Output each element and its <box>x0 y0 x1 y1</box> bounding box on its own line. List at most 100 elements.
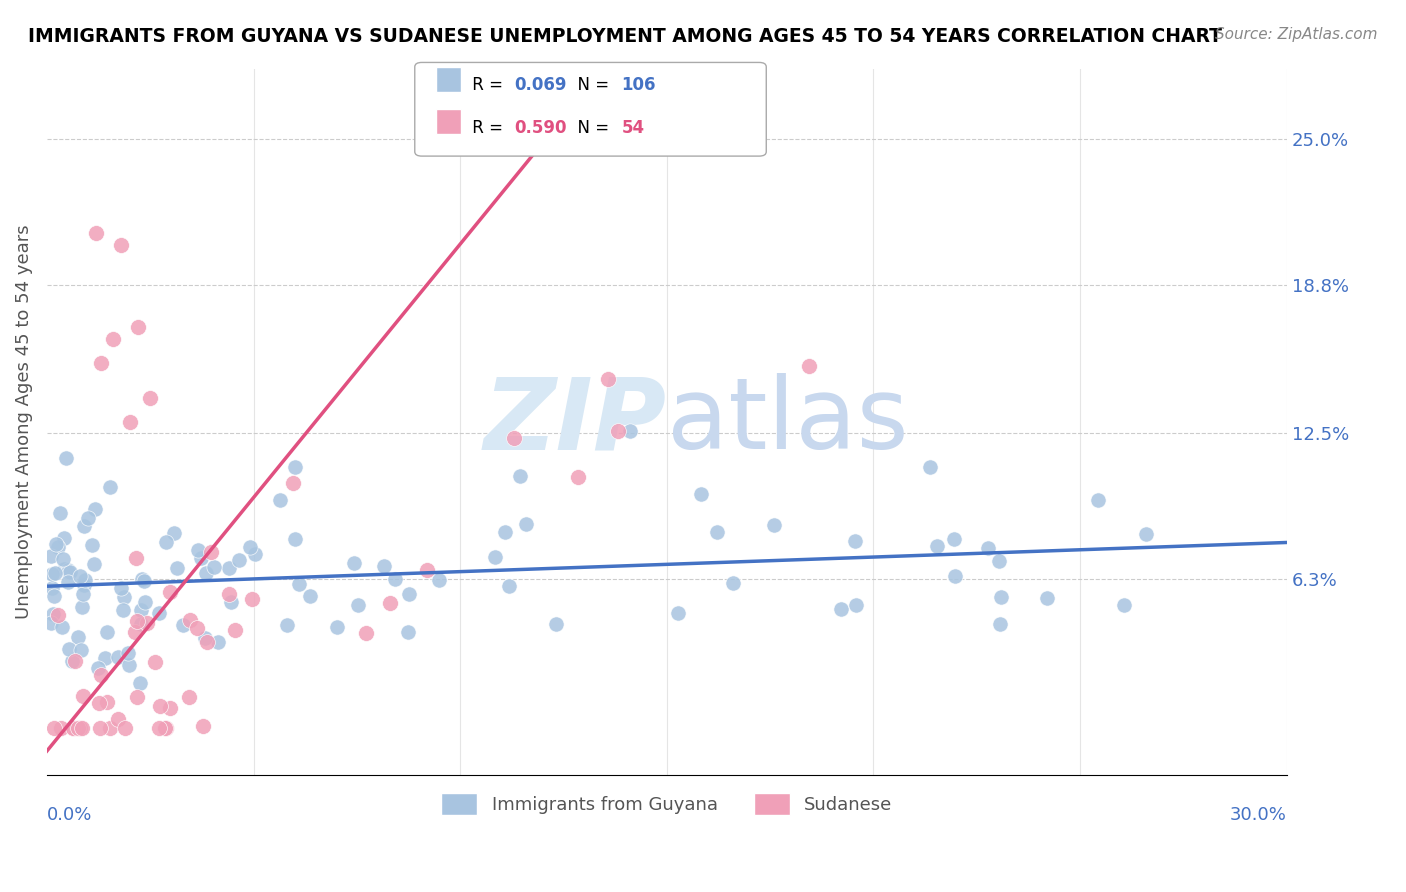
Point <box>44 566 66 581</box>
Point <box>66 630 89 644</box>
Point <box>706 525 728 540</box>
Point <box>325 619 347 633</box>
Point <box>143 655 166 669</box>
Point <box>76 510 98 524</box>
Point <box>125 550 148 565</box>
Point <box>155 721 177 735</box>
Point <box>46 607 69 622</box>
Point <box>139 391 162 405</box>
Point <box>384 572 406 586</box>
Point <box>172 617 194 632</box>
Point <box>111 603 134 617</box>
Point <box>799 359 821 373</box>
Point <box>179 613 201 627</box>
Point <box>207 635 229 649</box>
Point <box>988 554 1011 568</box>
Point <box>53 562 76 576</box>
Point <box>690 487 713 501</box>
Point <box>153 721 176 735</box>
Point <box>107 712 129 726</box>
Point <box>1036 591 1059 605</box>
Point <box>396 625 419 640</box>
Point <box>87 696 110 710</box>
Point <box>72 600 94 615</box>
Point <box>59 566 82 580</box>
Point <box>69 569 91 583</box>
Point <box>218 561 240 575</box>
Point <box>498 579 520 593</box>
Point <box>1135 526 1157 541</box>
Text: atlas: atlas <box>666 373 908 470</box>
Point <box>194 631 217 645</box>
Point <box>619 424 641 438</box>
Point <box>276 617 298 632</box>
Point <box>186 621 208 635</box>
Point <box>72 587 94 601</box>
Point <box>117 657 139 672</box>
Text: R =: R = <box>467 76 508 94</box>
Point <box>75 573 97 587</box>
Point <box>200 544 222 558</box>
Point <box>190 550 212 565</box>
Point <box>159 585 181 599</box>
Point <box>55 451 77 466</box>
Point <box>148 606 170 620</box>
Point <box>347 599 370 613</box>
Point <box>988 616 1011 631</box>
Point <box>544 616 567 631</box>
Point <box>58 642 80 657</box>
Point <box>977 541 1000 555</box>
Point <box>45 537 67 551</box>
Text: IMMIGRANTS FROM GUYANA VS SUDANESE UNEMPLOYMENT AMONG AGES 45 TO 54 YEARS CORREL: IMMIGRANTS FROM GUYANA VS SUDANESE UNEMP… <box>28 27 1222 45</box>
Point <box>127 320 149 334</box>
Point <box>51 620 73 634</box>
Point <box>44 721 66 735</box>
Point <box>666 606 689 620</box>
Point <box>990 591 1012 605</box>
Point <box>509 469 531 483</box>
Text: R =: R = <box>467 119 508 136</box>
Point <box>288 577 311 591</box>
Point <box>148 721 170 735</box>
Point <box>191 718 214 732</box>
Point <box>283 476 305 491</box>
Point <box>920 460 942 475</box>
Point <box>86 227 108 241</box>
Point <box>943 569 966 583</box>
Point <box>284 459 307 474</box>
Point <box>66 721 89 735</box>
Point <box>606 425 628 439</box>
Point <box>70 721 93 735</box>
Point <box>131 572 153 586</box>
Point <box>163 525 186 540</box>
Point <box>155 535 177 549</box>
Text: 30.0%: 30.0% <box>1230 806 1286 824</box>
Point <box>49 507 72 521</box>
Point <box>96 696 118 710</box>
Point <box>177 690 200 704</box>
Point <box>117 646 139 660</box>
Text: 106: 106 <box>621 76 657 94</box>
Point <box>94 651 117 665</box>
Point <box>845 598 868 612</box>
Point <box>299 590 322 604</box>
Point <box>218 587 240 601</box>
Text: N =: N = <box>567 76 614 94</box>
Point <box>72 689 94 703</box>
Point <box>721 575 744 590</box>
Point <box>89 721 111 735</box>
Point <box>42 589 65 603</box>
Point <box>484 549 506 564</box>
Point <box>60 655 83 669</box>
Point <box>39 615 62 630</box>
Point <box>378 596 401 610</box>
Point <box>69 721 91 735</box>
Point <box>73 519 96 533</box>
Point <box>187 543 209 558</box>
Point <box>927 539 949 553</box>
Point <box>87 661 110 675</box>
Point <box>830 601 852 615</box>
Point <box>136 616 159 631</box>
Point <box>943 532 966 546</box>
Point <box>62 721 84 735</box>
